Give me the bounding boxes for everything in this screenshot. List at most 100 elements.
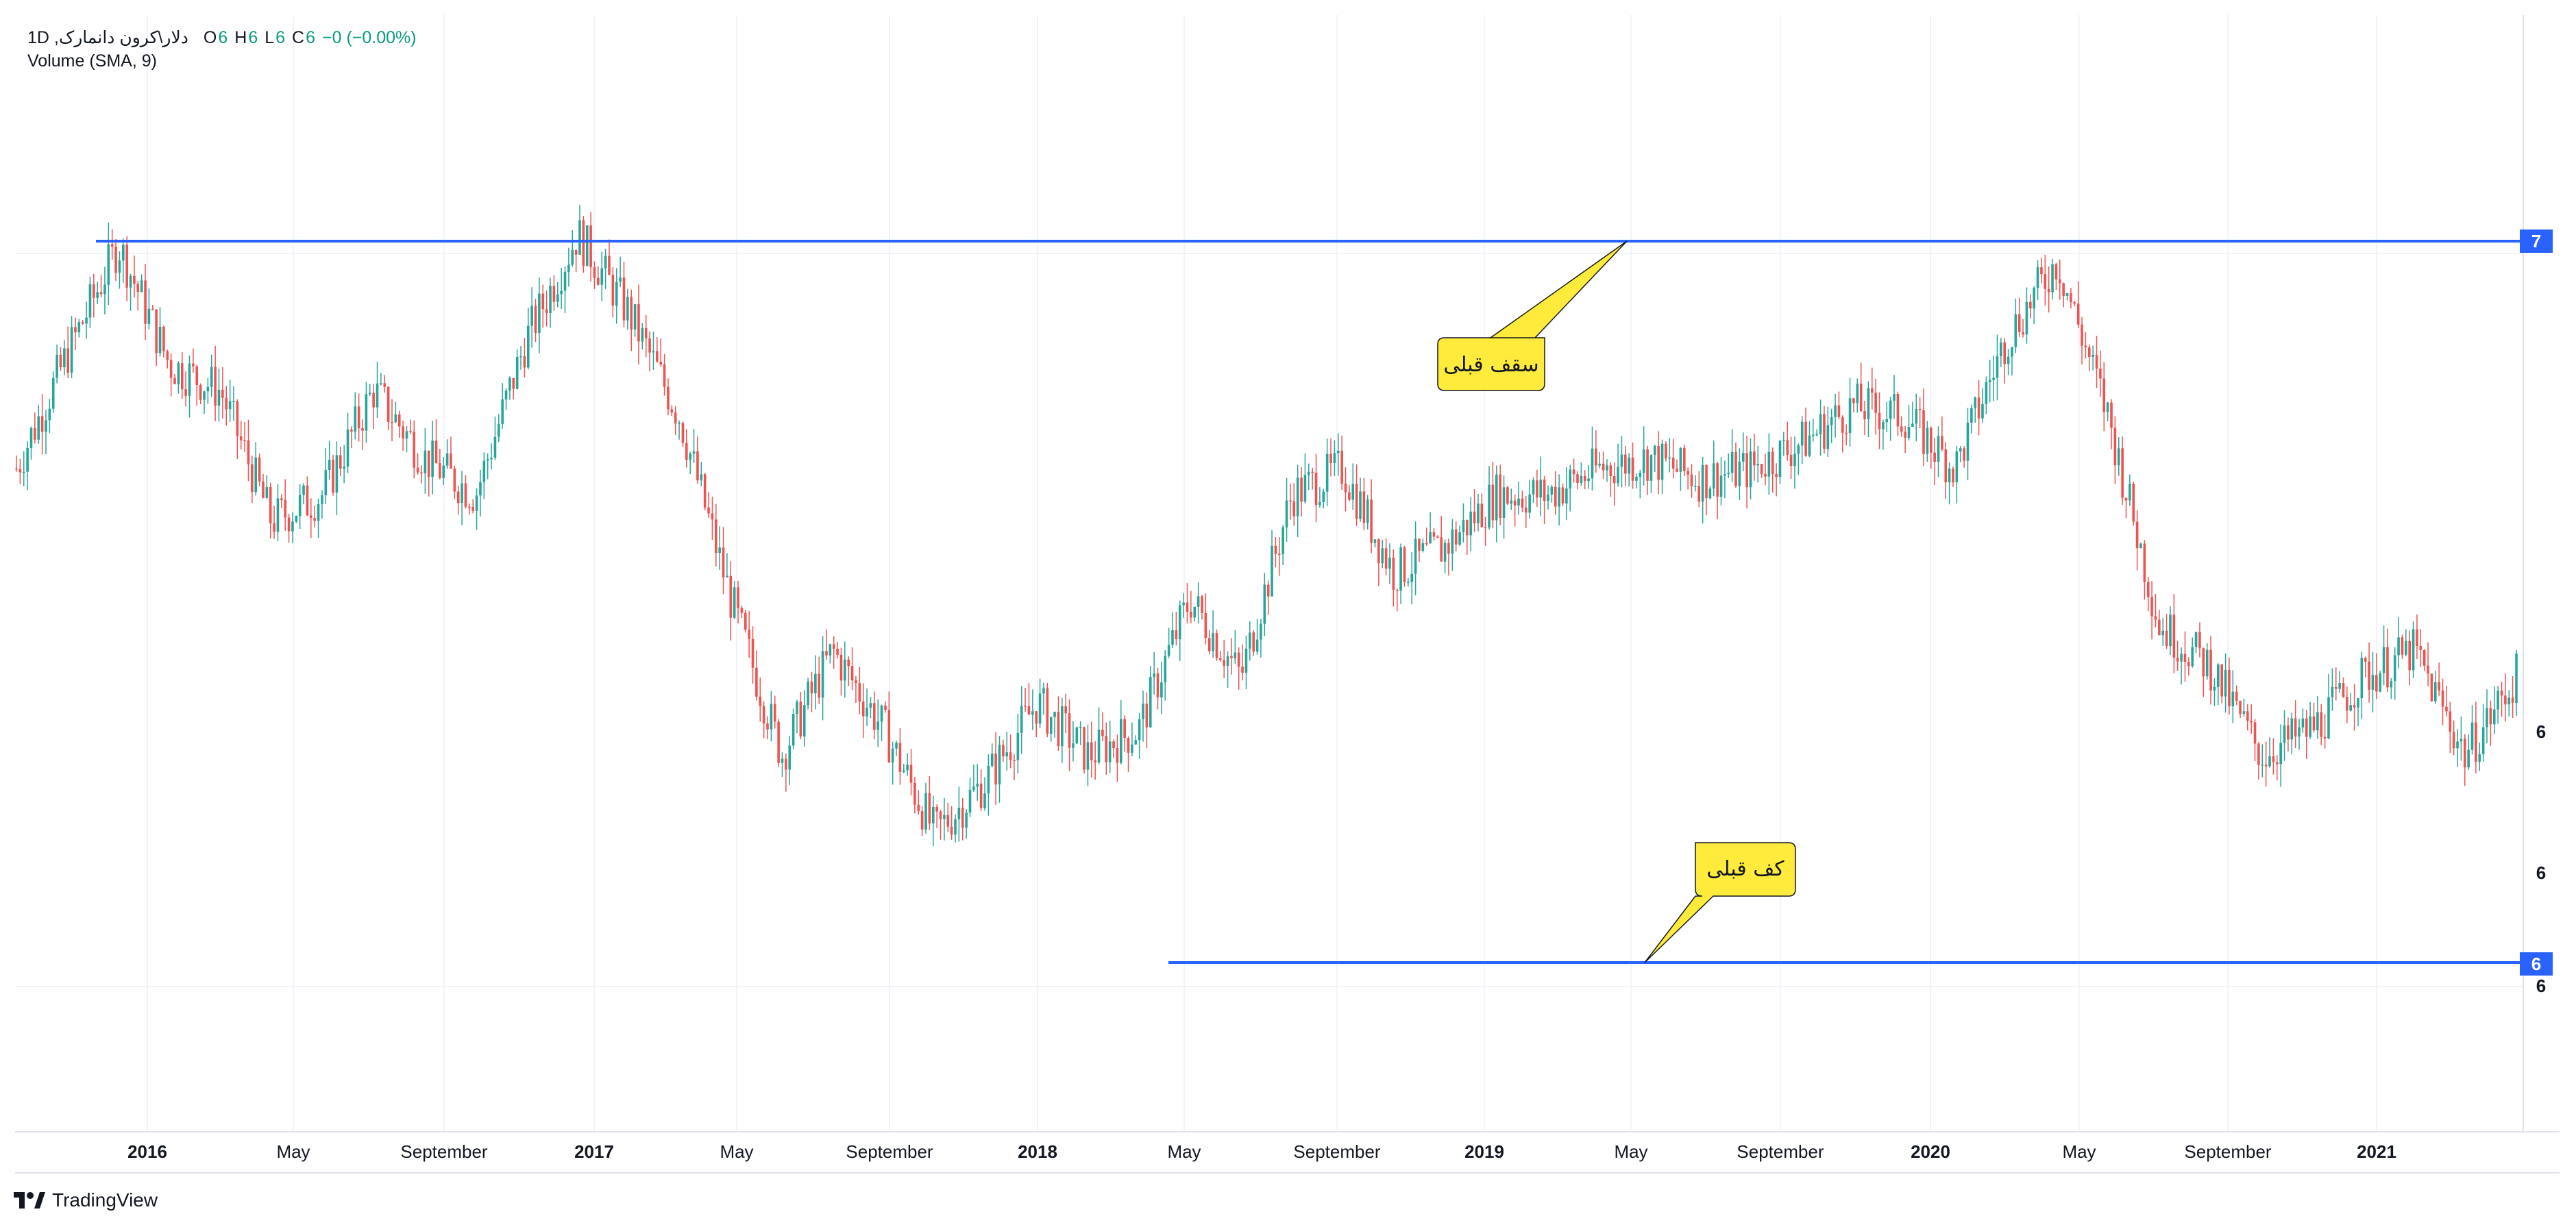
candle-body <box>2272 756 2275 763</box>
candle-body <box>935 806 938 812</box>
candle-body <box>129 275 132 288</box>
symbol-title[interactable]: دلار\کرون دانمارک, 1D <box>27 28 188 47</box>
candle-body <box>1539 480 1543 498</box>
candle-body <box>1569 469 1572 488</box>
callout-support-shape <box>1644 842 1796 963</box>
candle-body <box>184 389 187 396</box>
candle-body <box>368 393 371 395</box>
candle-body <box>1517 498 1520 506</box>
candle-body <box>2320 712 2323 737</box>
candle-body <box>74 327 77 333</box>
candle-body <box>1377 539 1380 564</box>
candle-body <box>998 745 1001 784</box>
tradingview-brand[interactable]: TradingView <box>14 1189 158 1211</box>
candle-body <box>1340 450 1343 484</box>
candle-body <box>1395 589 1399 591</box>
candle-body <box>1955 451 1959 482</box>
indicator-row[interactable]: Volume (SMA, 9) <box>27 49 417 73</box>
candle-body <box>2275 762 2279 765</box>
candle-body <box>107 244 110 285</box>
candle-body <box>402 426 404 439</box>
candle-body <box>1885 419 1889 423</box>
candle-body <box>700 474 703 481</box>
candle-body <box>310 515 312 519</box>
candle-body <box>1922 410 1925 454</box>
candle-body <box>637 304 640 342</box>
candle-body <box>928 793 931 823</box>
candle-body <box>818 673 821 698</box>
candle-body <box>1889 400 1892 419</box>
candle-body <box>1867 388 1870 419</box>
candle-body <box>571 249 574 265</box>
candle-body <box>1988 380 1991 382</box>
candle-body <box>1495 474 1498 521</box>
time-axis-label: September <box>1293 1141 1381 1162</box>
candle-body <box>814 673 817 694</box>
time-axis[interactable]: 2016 May September 2017 May September 2018 May S… <box>127 1141 2396 1162</box>
candle-body <box>589 225 592 268</box>
candle-body <box>2113 427 2117 466</box>
candle-body <box>604 256 607 269</box>
callout-resistance[interactable]: سقف قبلی <box>1437 240 1628 391</box>
candle-body <box>1131 744 1133 753</box>
candle-body <box>2158 619 2161 636</box>
candle-body <box>1628 457 1631 474</box>
candle-body <box>759 696 762 706</box>
candle-body <box>2198 632 2201 649</box>
candlestick-series[interactable] <box>15 205 2518 847</box>
candle-body <box>802 705 806 737</box>
candle-body <box>1447 543 1450 554</box>
candle-body <box>744 612 747 630</box>
candle-body <box>770 704 773 730</box>
candle-body <box>1348 492 1351 500</box>
price-scale-label: 6 <box>2536 976 2546 996</box>
candle-body <box>692 451 696 454</box>
candle-body <box>1244 648 1248 673</box>
candle-body <box>1207 638 1211 652</box>
candle-body <box>2014 314 2017 347</box>
candle-body <box>2099 369 2102 379</box>
candle-body <box>641 327 644 342</box>
candle-body <box>1370 499 1373 543</box>
candle-body <box>169 360 173 378</box>
candle-body <box>1035 711 1038 724</box>
candle-body <box>1848 398 1852 434</box>
low-value: 6 <box>275 28 286 47</box>
candle-body <box>545 309 548 314</box>
candle-body <box>493 436 497 458</box>
candle-body <box>1281 527 1284 554</box>
candle-body <box>2486 708 2488 728</box>
candle-body <box>2176 657 2179 662</box>
candle-body <box>166 351 169 360</box>
indicator-label[interactable]: Volume (SMA, 9) <box>27 51 157 71</box>
candle-body <box>1561 487 1565 504</box>
candle-body <box>258 457 261 482</box>
candle-body <box>464 483 467 507</box>
time-axis-label: 2018 <box>1018 1141 1057 1162</box>
callout-support[interactable]: کف قبلی <box>1644 842 1796 963</box>
candle-body <box>77 322 81 333</box>
candle-body <box>2054 264 2058 280</box>
candle-body <box>2150 597 2153 617</box>
candle-body <box>1859 383 1863 412</box>
candle-body <box>456 491 460 504</box>
candle-body <box>147 308 151 324</box>
candle-body <box>2460 739 2463 742</box>
price-axis[interactable]: 7 6 6 6 6 <box>2520 230 2553 996</box>
candle-body <box>1904 432 1906 438</box>
candle-body <box>1061 706 1064 747</box>
candle-body <box>574 249 578 255</box>
candle-body <box>306 485 309 516</box>
candle-body <box>781 758 784 763</box>
candle-body <box>2017 314 2021 332</box>
candle-body <box>2205 649 2209 677</box>
candle-body <box>1933 452 1936 462</box>
candle-body <box>2338 682 2341 689</box>
candle-body <box>2084 345 2087 347</box>
candle-body <box>2202 648 2205 677</box>
candle-body <box>1285 500 1288 528</box>
candle-body <box>1333 453 1336 464</box>
candle-body <box>1311 471 1314 473</box>
